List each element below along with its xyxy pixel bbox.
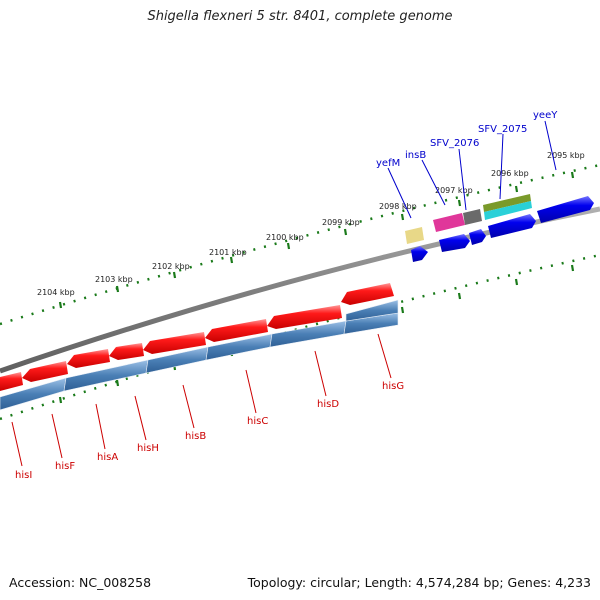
gene-hisD (267, 305, 342, 329)
gene-SFV2076-cds (469, 229, 486, 245)
scale-label: 2103 kbp (95, 275, 133, 284)
gene-label: hisH (137, 443, 159, 454)
gene-label: SFV_2075 (478, 124, 527, 135)
feature-SFV2076 (463, 209, 482, 225)
gene-hisB (143, 332, 206, 354)
feature-SFV2075-bottom (484, 201, 532, 220)
scale-label: 2102 kbp (152, 262, 190, 271)
inner-tick-scale (0, 253, 600, 421)
operon-segment (345, 299, 399, 322)
scale-label: 2104 kbp (37, 288, 75, 297)
feature-insB (433, 213, 465, 232)
his-operon (0, 299, 399, 411)
bottom-gene-labels: hisG hisD hisC hisB hisH hisA hisF hisI (15, 381, 404, 481)
scale-label: 2095 kbp (547, 151, 585, 160)
gene-label: hisF (55, 461, 75, 472)
gene-yeeY-cds (537, 196, 594, 223)
gene-hisH (109, 343, 144, 360)
gene-hisF (22, 361, 68, 382)
gene-label: SFV_2076 (430, 138, 479, 149)
gene-label: hisC (247, 416, 268, 427)
gene-hisI (0, 372, 23, 391)
gene-label: yeeY (533, 110, 558, 121)
scale-label: 2097 kbp (435, 186, 473, 195)
feature-yefM (405, 227, 424, 244)
gene-label: hisD (317, 399, 339, 410)
gene-label: yefM (376, 158, 400, 169)
gene-label: hisG (382, 381, 404, 392)
scale-label: 2098 kbp (379, 202, 417, 211)
scale-label: 2099 kbp (322, 218, 360, 227)
scale-labels: 2095 kbp 2096 kbp 2097 kbp 2098 kbp 2099… (37, 151, 585, 297)
gene-label: hisI (15, 470, 32, 481)
accession-label: Accession: NC_008258 (9, 575, 152, 590)
scale-label: 2100 kbp (266, 233, 304, 242)
forward-genes (411, 196, 594, 262)
gene-insB-cds (439, 234, 470, 252)
scale-label: 2101 kbp (209, 248, 247, 257)
feature-boxes (405, 194, 532, 244)
top-gene-labels: yeeY SFV_2075 SFV_2076 insB yefM (376, 110, 558, 169)
outer-major-ticks (58, 171, 575, 309)
gene-SFV2075-cds (488, 214, 536, 238)
gene-hisC (205, 319, 268, 342)
feature-SFV2075-top (483, 194, 531, 212)
gene-label: hisB (185, 431, 206, 442)
gene-yefM-cds (411, 246, 428, 262)
outer-tick-scale (0, 163, 600, 326)
gene-hisG (341, 283, 394, 305)
gene-hisA (67, 349, 110, 368)
gene-label: hisA (97, 452, 118, 463)
genome-stats: Topology: circular; Length: 4,574,284 bp… (247, 575, 591, 590)
scale-label: 2096 kbp (491, 169, 529, 178)
gene-label: insB (405, 150, 426, 161)
top-leaders (387, 120, 557, 219)
his-genes (0, 283, 394, 391)
bottom-leaders (11, 333, 392, 467)
map-title: Shigella flexneri 5 str. 8401, complete … (147, 9, 453, 24)
